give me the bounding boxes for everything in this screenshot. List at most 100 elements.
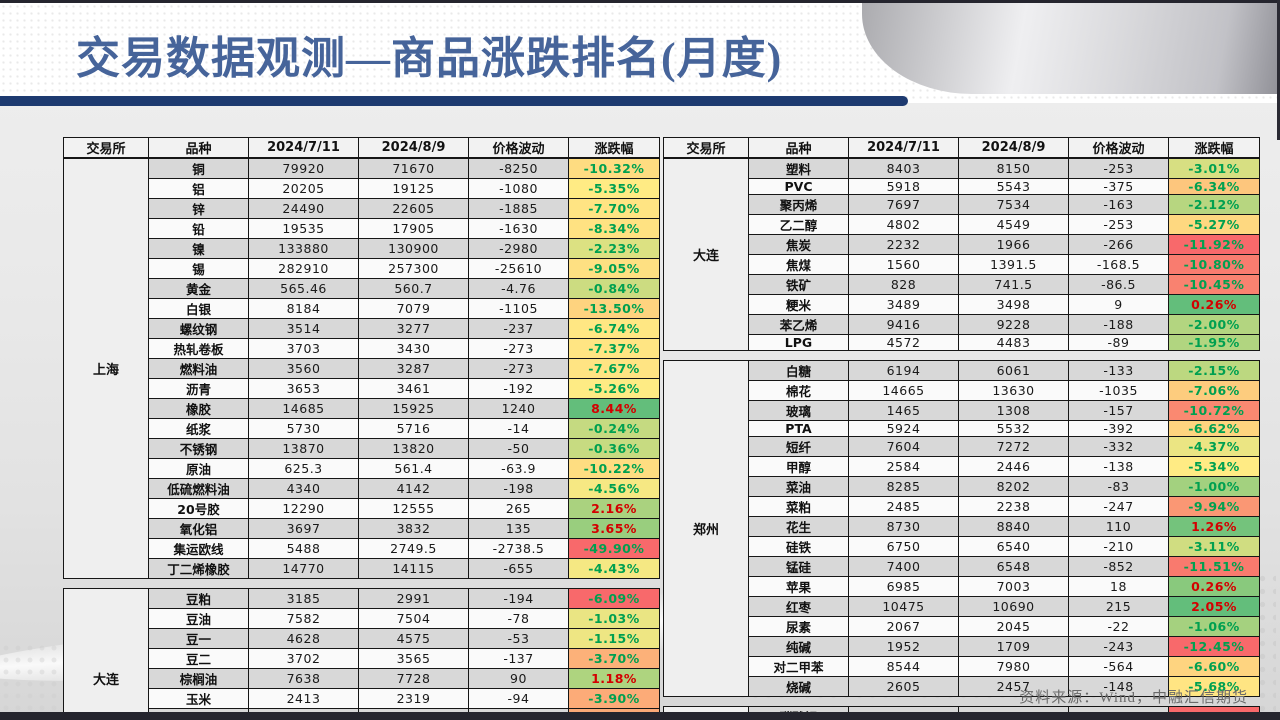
price-start-cell: 8730: [848, 516, 959, 537]
variety-cell: 氧化铝: [148, 518, 249, 539]
price-start-cell: 565.46: [248, 278, 359, 299]
table-row: 上海铜 79920 71670 -8250 -10.32%: [63, 158, 660, 579]
column-header: 价格波动: [468, 137, 569, 158]
change-pct-cell: 2.05%: [1168, 596, 1260, 617]
price-end-cell: 1709: [958, 636, 1069, 657]
exchange-cell: 大连: [63, 588, 149, 720]
table-row: 对二甲苯 8544 7980 -564 -6.60%: [664, 656, 1260, 677]
price-end-cell: 13630: [958, 380, 1069, 401]
change-value-cell: -137: [468, 648, 569, 669]
price-start-cell: 2485: [848, 496, 959, 517]
price-start-cell: 1952: [848, 636, 959, 657]
change-value-cell: 265: [468, 498, 569, 519]
price-start-cell: 282910: [248, 258, 359, 279]
table-row: 锰硅 7400 6548 -852 -11.51%: [664, 556, 1260, 577]
change-pct-cell: -13.50%: [568, 298, 660, 319]
table-row: 20号胶 12290 12555 265 2.16%: [64, 498, 660, 519]
table-row: 棉花 14665 13630 -1035 -7.06%: [664, 380, 1260, 401]
change-value-cell: -243: [1068, 636, 1169, 657]
table-row: 锡 282910 257300 -25610 -9.05%: [64, 258, 660, 279]
change-value-cell: -14: [468, 418, 569, 439]
change-value-cell: -1105: [468, 298, 569, 319]
change-pct-cell: -11.51%: [1168, 556, 1260, 577]
variety-cell: 塑料: [748, 158, 849, 179]
change-pct-cell: -7.06%: [1168, 380, 1260, 401]
price-end-cell: 3287: [358, 358, 469, 379]
change-value-cell: -53: [468, 628, 569, 649]
price-end-cell: 7728: [358, 668, 469, 689]
price-start-cell: 4802: [848, 214, 959, 235]
price-start-cell: 6985: [848, 576, 959, 597]
price-end-cell: 8202: [958, 476, 1069, 497]
price-end-cell: 7504: [358, 608, 469, 629]
change-pct-cell: -8.34%: [568, 218, 660, 239]
price-start-cell: 6750: [848, 536, 959, 557]
variety-cell: 燃料油: [148, 358, 249, 379]
change-pct-cell: -10.80%: [1168, 254, 1260, 275]
change-value-cell: -392: [1068, 420, 1169, 437]
price-start-cell: 625.3: [248, 458, 359, 479]
change-value-cell: -138: [1068, 456, 1169, 477]
change-pct-cell: -3.90%: [568, 688, 660, 709]
variety-cell: 菜油: [748, 476, 849, 497]
change-value-cell: -83: [1068, 476, 1169, 497]
section-gap: [663, 351, 1259, 360]
change-pct-cell: -7.37%: [568, 338, 660, 359]
price-start-cell: 3185: [248, 588, 359, 609]
variety-cell: PVC: [748, 178, 849, 195]
table-row: 燃料油 3560 3287 -273 -7.67%: [64, 358, 660, 379]
price-end-cell: 4483: [958, 334, 1069, 351]
variety-cell: 聚丙烯: [748, 194, 849, 215]
price-end-cell: 2446: [958, 456, 1069, 477]
change-value-cell: -25610: [468, 258, 569, 279]
section-gap: [63, 579, 659, 588]
change-pct-cell: -10.45%: [1168, 274, 1260, 295]
price-end-cell: 6548: [958, 556, 1069, 577]
change-value-cell: -4.76: [468, 278, 569, 299]
column-header: 2024/8/9: [358, 137, 469, 158]
price-start-cell: 7604: [848, 436, 959, 457]
variety-cell: 热轧卷板: [148, 338, 249, 359]
price-start-cell: 5730: [248, 418, 359, 439]
variety-cell: 低硫燃料油: [148, 478, 249, 499]
price-start-cell: 7697: [848, 194, 959, 215]
price-start-cell: 14770: [248, 558, 359, 579]
price-end-cell: 2749.5: [358, 538, 469, 559]
change-pct-cell: 8.44%: [568, 398, 660, 419]
variety-cell: 玻璃: [748, 400, 849, 421]
table-row: 丁二烯橡胶 14770 14115 -655 -4.43%: [64, 558, 660, 579]
price-start-cell: 3702: [248, 648, 359, 669]
change-pct-cell: -9.05%: [568, 258, 660, 279]
change-value-cell: -63.9: [468, 458, 569, 479]
price-start-cell: 133880: [248, 238, 359, 259]
change-value-cell: -237: [468, 318, 569, 339]
change-pct-cell: -1.15%: [568, 628, 660, 649]
variety-cell: 铜: [148, 158, 249, 179]
variety-cell: 花生: [748, 516, 849, 537]
table-row: 大连 塑料 8403 8150 -253 -3.01%: [663, 158, 1260, 351]
column-header: 2024/7/11: [848, 137, 959, 158]
price-start-cell: 79920: [248, 158, 359, 179]
price-end-cell: 7534: [958, 194, 1069, 215]
table-row: 铁矿 828 741.5 -86.5 -10.45%: [664, 274, 1260, 295]
table-row: 玻璃 1465 1308 -157 -10.72%: [664, 400, 1260, 421]
variety-cell: 对二甲苯: [748, 656, 849, 677]
price-end-cell: 19125: [358, 178, 469, 199]
change-pct-cell: -0.24%: [568, 418, 660, 439]
change-pct-cell: -1.03%: [568, 608, 660, 629]
table-row: 热轧卷板 3703 3430 -273 -7.37%: [64, 338, 660, 359]
price-start-cell: 4572: [848, 334, 959, 351]
change-pct-cell: -12.45%: [1168, 636, 1260, 657]
variety-cell: 苹果: [748, 576, 849, 597]
table-row: 苯乙烯 9416 9228 -188 -2.00%: [664, 314, 1260, 335]
bottom-frame-bar: [0, 712, 1280, 720]
price-end-cell: 5532: [958, 420, 1069, 437]
table-row: 乙二醇 4802 4549 -253 -5.27%: [664, 214, 1260, 235]
change-pct-cell: -6.62%: [1168, 420, 1260, 437]
price-end-cell: 7272: [958, 436, 1069, 457]
variety-cell: 苯乙烯: [748, 314, 849, 335]
change-pct-cell: 0.26%: [1168, 294, 1260, 315]
variety-cell: 原油: [148, 458, 249, 479]
price-end-cell: 3832: [358, 518, 469, 539]
table-row: 花生 8730 8840 110 1.26%: [664, 516, 1260, 537]
